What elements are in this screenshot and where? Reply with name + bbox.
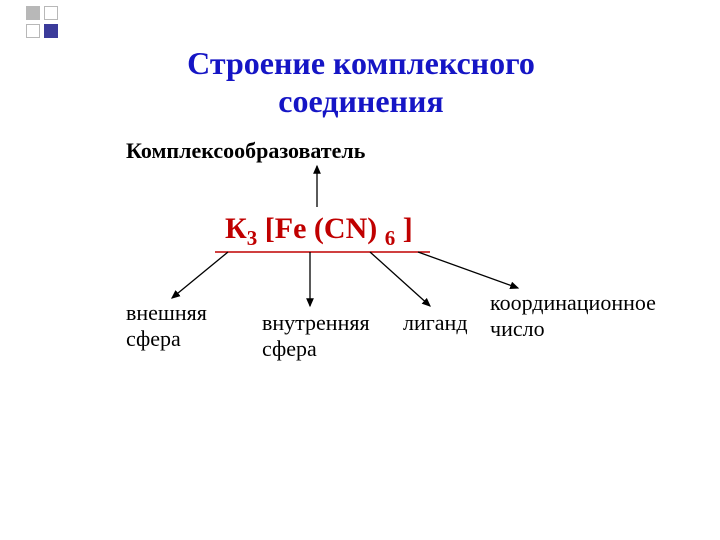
ligand-label: лиганд (403, 310, 468, 336)
formula-paren-close: ) (367, 212, 377, 245)
arrow-to-outer-sphere (172, 252, 228, 298)
formula-cn: CN (324, 212, 367, 245)
coord-number-line-2: число (490, 316, 545, 341)
formula-six: 6 (385, 226, 396, 250)
decor-square-4 (44, 24, 58, 38)
formula-k: К (225, 212, 247, 245)
decor-square-3 (26, 24, 40, 38)
formula-spacer-4 (395, 212, 403, 245)
title-line-1: Строение комплексного (187, 45, 535, 81)
formula-spacer-3 (377, 212, 385, 245)
formula-paren-open: ( (314, 212, 324, 245)
slide-title: Строение комплексного соединения (146, 44, 576, 121)
formula-bracket-close: ] (403, 212, 413, 245)
formula-bracket-open: [ (265, 212, 275, 245)
inner-sphere-line-1: внутренняя (262, 310, 370, 335)
formula-k-sub: 3 (247, 226, 258, 250)
slide: Строение комплексного соединения Комплек… (0, 0, 720, 540)
complex-former-label: Комплексообразователь (126, 138, 365, 164)
coord-number-label: координационное число (490, 290, 656, 343)
title-line-2: соединения (278, 83, 443, 119)
coord-number-line-1: координационное (490, 290, 656, 315)
inner-sphere-line-2: сфера (262, 336, 317, 361)
complex-formula: К3 [Fe (CN) 6 ] (225, 212, 413, 251)
arrow-to-coord-number (418, 252, 518, 288)
outer-sphere-line-2: сфера (126, 326, 181, 351)
outer-sphere-line-1: внешняя (126, 300, 207, 325)
formula-spacer-2 (306, 212, 314, 245)
decor-square-2 (44, 6, 58, 20)
arrow-to-ligand (370, 252, 430, 306)
inner-sphere-label: внутренняя сфера (262, 310, 370, 363)
formula-fe: Fe (275, 212, 307, 245)
outer-sphere-label: внешняя сфера (126, 300, 207, 353)
decor-square-1 (26, 6, 40, 20)
formula-spacer-1 (257, 212, 265, 245)
